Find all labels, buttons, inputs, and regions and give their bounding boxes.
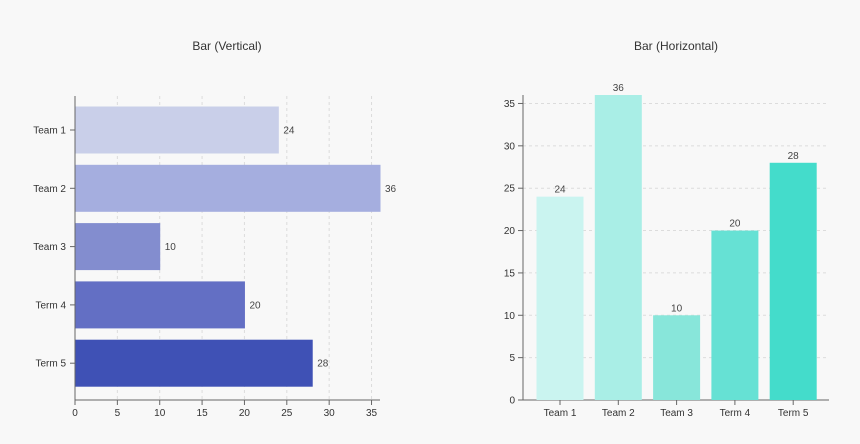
data-label: 10: [671, 303, 683, 314]
y-tick-label: 30: [504, 141, 516, 152]
x-tick-label: 10: [154, 408, 166, 419]
data-label: 24: [554, 185, 566, 196]
y-tick-label: 10: [504, 311, 516, 322]
y-tick-label: 35: [504, 99, 516, 110]
bar: [536, 196, 584, 400]
x-tick-label: Team 3: [660, 408, 693, 419]
y-tick-label: 20: [504, 226, 516, 237]
data-label: 28: [788, 151, 800, 162]
data-label: 20: [249, 300, 261, 311]
x-tick-label: 25: [281, 408, 293, 419]
y-tick-label: Team 1: [33, 126, 66, 137]
chart-title: Bar (Vertical): [192, 39, 261, 53]
chart-bar-vertical: Bar (Vertical) 0 5 10 15 20 25 30 35 Team 1 24 Tea…: [33, 39, 397, 419]
x-tick-label: 35: [366, 408, 378, 419]
data-label: 36: [385, 184, 397, 195]
chart-title: Bar (Horizontal): [634, 39, 718, 53]
data-label: 28: [317, 359, 329, 370]
data-label: 36: [613, 83, 625, 94]
bar: [75, 164, 381, 212]
data-label: 24: [283, 126, 295, 137]
x-tick-label: Team 1: [544, 408, 577, 419]
bar: [75, 223, 161, 271]
x-tick-label: 0: [72, 408, 78, 419]
bar: [75, 281, 245, 329]
bar: [75, 339, 313, 387]
y-tick-label: 15: [504, 268, 516, 279]
bar: [75, 106, 279, 154]
x-tick-label: Term 5: [778, 408, 809, 419]
x-tick-label: 30: [324, 408, 336, 419]
bar: [769, 162, 817, 400]
x-tick-label: 20: [239, 408, 251, 419]
y-tick-label: 25: [504, 184, 516, 195]
bar: [594, 95, 642, 400]
x-tick-label: 15: [197, 408, 209, 419]
x-tick-label: Team 2: [602, 408, 635, 419]
x-tick-label: Term 4: [720, 408, 751, 419]
y-tick-label: 0: [509, 396, 515, 407]
y-tick-label: 5: [509, 353, 515, 364]
y-tick-label: Term 5: [35, 359, 66, 370]
data-label: 20: [729, 219, 741, 230]
x-tick-label: 5: [115, 408, 121, 419]
bar: [653, 315, 701, 400]
y-tick-label: Team 2: [33, 184, 66, 195]
data-label: 10: [165, 242, 177, 253]
bar: [711, 230, 759, 400]
y-tick-label: Term 4: [35, 300, 66, 311]
y-tick-label: Team 3: [33, 242, 66, 253]
